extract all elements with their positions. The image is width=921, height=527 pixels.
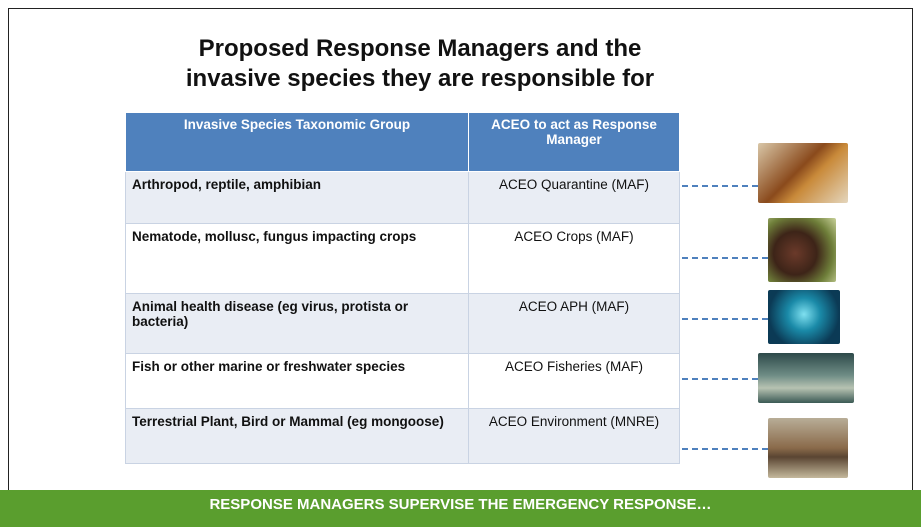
connector [682, 185, 758, 187]
group-cell: Terrestrial Plant, Bird or Mammal (eg mo… [126, 409, 469, 464]
manager-cell: ACEO Quarantine (MAF) [469, 172, 680, 224]
title-line: Proposed Response Managers and the [120, 34, 720, 64]
manager-cell: ACEO Fisheries (MAF) [469, 354, 680, 409]
ant-image [758, 143, 848, 203]
manager-cell: ACEO APH (MAF) [469, 294, 680, 354]
table-row: Nematode, mollusc, fungus impacting crop… [126, 224, 680, 294]
fish-image [758, 353, 854, 403]
slide: Proposed Response Managers and the invas… [0, 0, 921, 527]
group-cell: Arthropod, reptile, amphibian [126, 172, 469, 224]
connector [682, 318, 768, 320]
title: Proposed Response Managers and the invas… [120, 34, 720, 94]
group-cell: Nematode, mollusc, fungus impacting crop… [126, 224, 469, 294]
responsibility-table: Invasive Species Taxonomic Group ACEO to… [125, 112, 680, 464]
header-row: Invasive Species Taxonomic Group ACEO to… [126, 113, 680, 172]
group-cell: Animal health disease (eg virus, protist… [126, 294, 469, 354]
mongoose-image [768, 418, 848, 478]
title-line: invasive species they are responsible fo… [120, 64, 720, 94]
connector [682, 378, 758, 380]
virus-image [768, 290, 840, 344]
group-cell: Fish or other marine or freshwater speci… [126, 354, 469, 409]
connector [682, 448, 768, 450]
manager-cell: ACEO Environment (MNRE) [469, 409, 680, 464]
manager-cell: ACEO Crops (MAF) [469, 224, 680, 294]
seed-image [768, 218, 836, 282]
table-row: Terrestrial Plant, Bird or Mammal (eg mo… [126, 409, 680, 464]
footer-banner: RESPONSE MANAGERS SUPERVISE THE EMERGENC… [0, 490, 921, 527]
table-row: Animal health disease (eg virus, protist… [126, 294, 680, 354]
table-row: Fish or other marine or freshwater speci… [126, 354, 680, 409]
connector [682, 257, 768, 259]
column-header: Invasive Species Taxonomic Group [126, 113, 469, 172]
column-header: ACEO to act as Response Manager [469, 113, 680, 172]
